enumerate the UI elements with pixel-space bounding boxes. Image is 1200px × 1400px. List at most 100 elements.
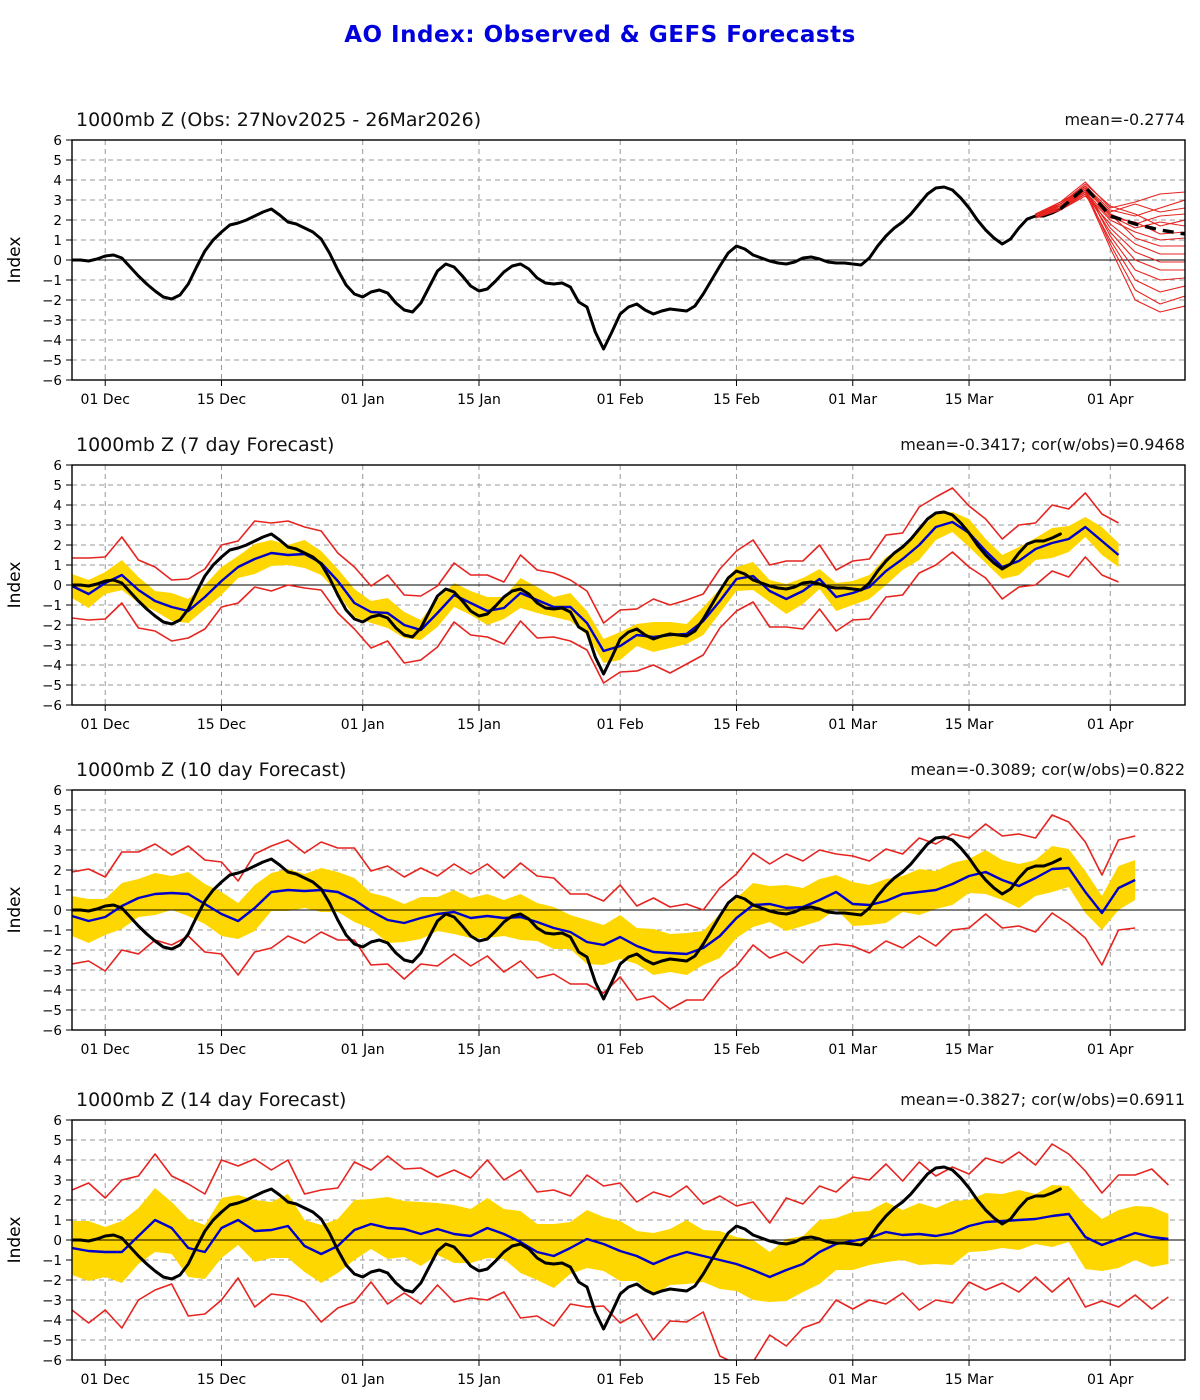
panel-observed-plot: 01 Dec 15 Dec 01 Jan 15 Jan 01 Feb 15 Feb 01 M… <box>5 133 1186 408</box>
y-tick-label: −3 <box>42 963 62 979</box>
panel-10day-stats: mean=-0.3089; cor(w/obs)=0.822 <box>910 760 1185 779</box>
observed-line <box>72 1165 1062 1331</box>
y-tick-label: −1 <box>42 1253 62 1269</box>
y-tick-label: −2 <box>42 618 62 634</box>
x-tick-label: 15 Dec <box>197 1042 246 1058</box>
y-tick-label: −1 <box>42 923 62 939</box>
y-tick-label: 6 <box>53 1113 62 1129</box>
y-tick-label: −5 <box>42 1003 62 1019</box>
forecast-mean-line <box>72 1212 1169 1279</box>
panel-7day-forecast: 1000mb Z (7 day Forecast) mean=-0.3417; … <box>0 425 1200 735</box>
ensemble-max-line <box>72 1143 1169 1224</box>
ensemble-spread-band <box>72 512 1119 663</box>
y-axis-label: Index <box>5 562 25 609</box>
y-tick-label: 2 <box>53 213 62 229</box>
y-tick-label: −2 <box>42 293 62 309</box>
y-tick-label: −3 <box>42 1293 62 1309</box>
y-tick-label: 4 <box>53 498 62 514</box>
y-tick-label: −6 <box>42 1023 62 1039</box>
forecast-mean-line <box>72 520 1120 653</box>
panel-7day-stats: mean=-0.3417; cor(w/obs)=0.9468 <box>900 435 1185 454</box>
panel-14day-plot: 01 Dec 15 Dec 01 Jan 15 Jan 01 Feb 15 Feb 01 M… <box>5 1113 1186 1388</box>
gridlines <box>72 140 1185 380</box>
plot-layers <box>72 814 1185 1010</box>
x-tick-label: 15 Dec <box>197 392 246 408</box>
page-title: AO Index: Observed & GEFS Forecasts <box>344 22 856 48</box>
y-tick-label: 4 <box>53 173 62 189</box>
panel-10day-header: 1000mb Z (10 day Forecast) mean=-0.3089;… <box>0 750 1200 782</box>
y-tick-label: −2 <box>42 1273 62 1289</box>
axis-labels: 01 Dec 15 Dec 01 Jan 15 Jan 01 Feb 15 Feb 01 M… <box>5 1113 1134 1388</box>
y-tick-label: −2 <box>42 943 62 959</box>
y-axis-label: Index <box>5 237 25 284</box>
x-tick-label: 01 Mar <box>828 717 877 733</box>
x-tick-label: 01 Jan <box>341 717 385 733</box>
y-tick-label: −5 <box>42 678 62 694</box>
x-tick-label: 01 Mar <box>828 1372 877 1388</box>
ensemble-min-line <box>72 1276 1169 1360</box>
ensemble-members <box>1035 181 1185 313</box>
y-tick-label: 0 <box>53 1233 62 1249</box>
y-tick-label: 1 <box>53 233 62 249</box>
y-tick-label: −3 <box>42 638 62 654</box>
y-axis-label: Index <box>5 887 25 934</box>
panel-7day-header: 1000mb Z (7 day Forecast) mean=-0.3417; … <box>0 425 1200 457</box>
y-tick-label: −5 <box>42 353 62 369</box>
panel-7day-title: 1000mb Z (7 day Forecast) <box>76 434 335 456</box>
panel-7day-plot: 01 Dec 15 Dec 01 Jan 15 Jan 01 Feb 15 Feb 01 M… <box>5 458 1186 733</box>
y-tick-label: −3 <box>42 313 62 329</box>
x-tick-label: 01 Apr <box>1087 1042 1134 1058</box>
panel-14day-header: 1000mb Z (14 day Forecast) mean=-0.3827;… <box>0 1080 1200 1112</box>
y-tick-label: 2 <box>53 1193 62 1209</box>
panel-observed-stats: mean=-0.2774 <box>1064 110 1185 129</box>
x-tick-label: 15 Jan <box>457 392 501 408</box>
x-tick-label: 01 Jan <box>341 1372 385 1388</box>
y-tick-label: 0 <box>53 903 62 919</box>
x-tick-label: 01 Feb <box>597 392 644 408</box>
x-tick-label: 15 Feb <box>713 1372 760 1388</box>
x-tick-label: 01 Dec <box>81 717 130 733</box>
y-tick-label: −1 <box>42 598 62 614</box>
observed-line <box>72 185 1062 351</box>
ensemble-max-line <box>72 814 1136 911</box>
axis-labels: 01 Dec 15 Dec 01 Jan 15 Jan 01 Feb 15 Feb 01 M… <box>5 133 1134 408</box>
y-tick-label: 6 <box>53 783 62 799</box>
y-tick-label: 6 <box>53 133 62 149</box>
x-tick-label: 01 Jan <box>341 392 385 408</box>
panel-14day-stats: mean=-0.3827; cor(w/obs)=0.6911 <box>900 1090 1185 1109</box>
y-tick-label: −4 <box>42 1313 62 1329</box>
x-tick-label: 01 Dec <box>81 392 130 408</box>
y-tick-label: 0 <box>53 578 62 594</box>
y-tick-label: −5 <box>42 1333 62 1349</box>
panel-observed-header: 1000mb Z (Obs: 27Nov2025 - 26Mar2026) me… <box>0 100 1200 132</box>
x-tick-label: 15 Feb <box>713 717 760 733</box>
plot-layers <box>72 181 1185 351</box>
y-tick-label: −4 <box>42 983 62 999</box>
x-tick-label: 15 Mar <box>945 1042 994 1058</box>
y-tick-label: 2 <box>53 538 62 554</box>
y-tick-label: −6 <box>42 373 62 389</box>
plot-layers <box>72 487 1185 684</box>
panel-observed-title: 1000mb Z (Obs: 27Nov2025 - 26Mar2026) <box>76 109 482 131</box>
y-axis-label: Index <box>5 1217 25 1264</box>
ensemble-min-line <box>72 912 1136 1010</box>
x-tick-label: 01 Feb <box>597 1372 644 1388</box>
y-tick-label: 3 <box>53 518 62 534</box>
x-tick-label: 01 Dec <box>81 1372 130 1388</box>
x-tick-label: 15 Dec <box>197 1372 246 1388</box>
plot-layers <box>72 1143 1185 1360</box>
x-tick-label: 15 Feb <box>713 1042 760 1058</box>
y-tick-label: 0 <box>53 253 62 269</box>
x-tick-label: 01 Dec <box>81 1042 130 1058</box>
x-tick-label: 01 Jan <box>341 1042 385 1058</box>
panel-10day-plot: 01 Dec 15 Dec 01 Jan 15 Jan 01 Feb 15 Feb 01 M… <box>5 783 1186 1058</box>
forecast-mean-line <box>72 866 1136 956</box>
ensemble-spread-band <box>72 1185 1169 1302</box>
ensemble-min-line <box>72 551 1119 684</box>
y-tick-label: −6 <box>42 1353 62 1369</box>
y-tick-label: −6 <box>42 698 62 714</box>
y-tick-label: 2 <box>53 863 62 879</box>
y-tick-label: 3 <box>53 193 62 209</box>
panel-14day-title: 1000mb Z (14 day Forecast) <box>76 1089 347 1111</box>
y-tick-label: 6 <box>53 458 62 474</box>
